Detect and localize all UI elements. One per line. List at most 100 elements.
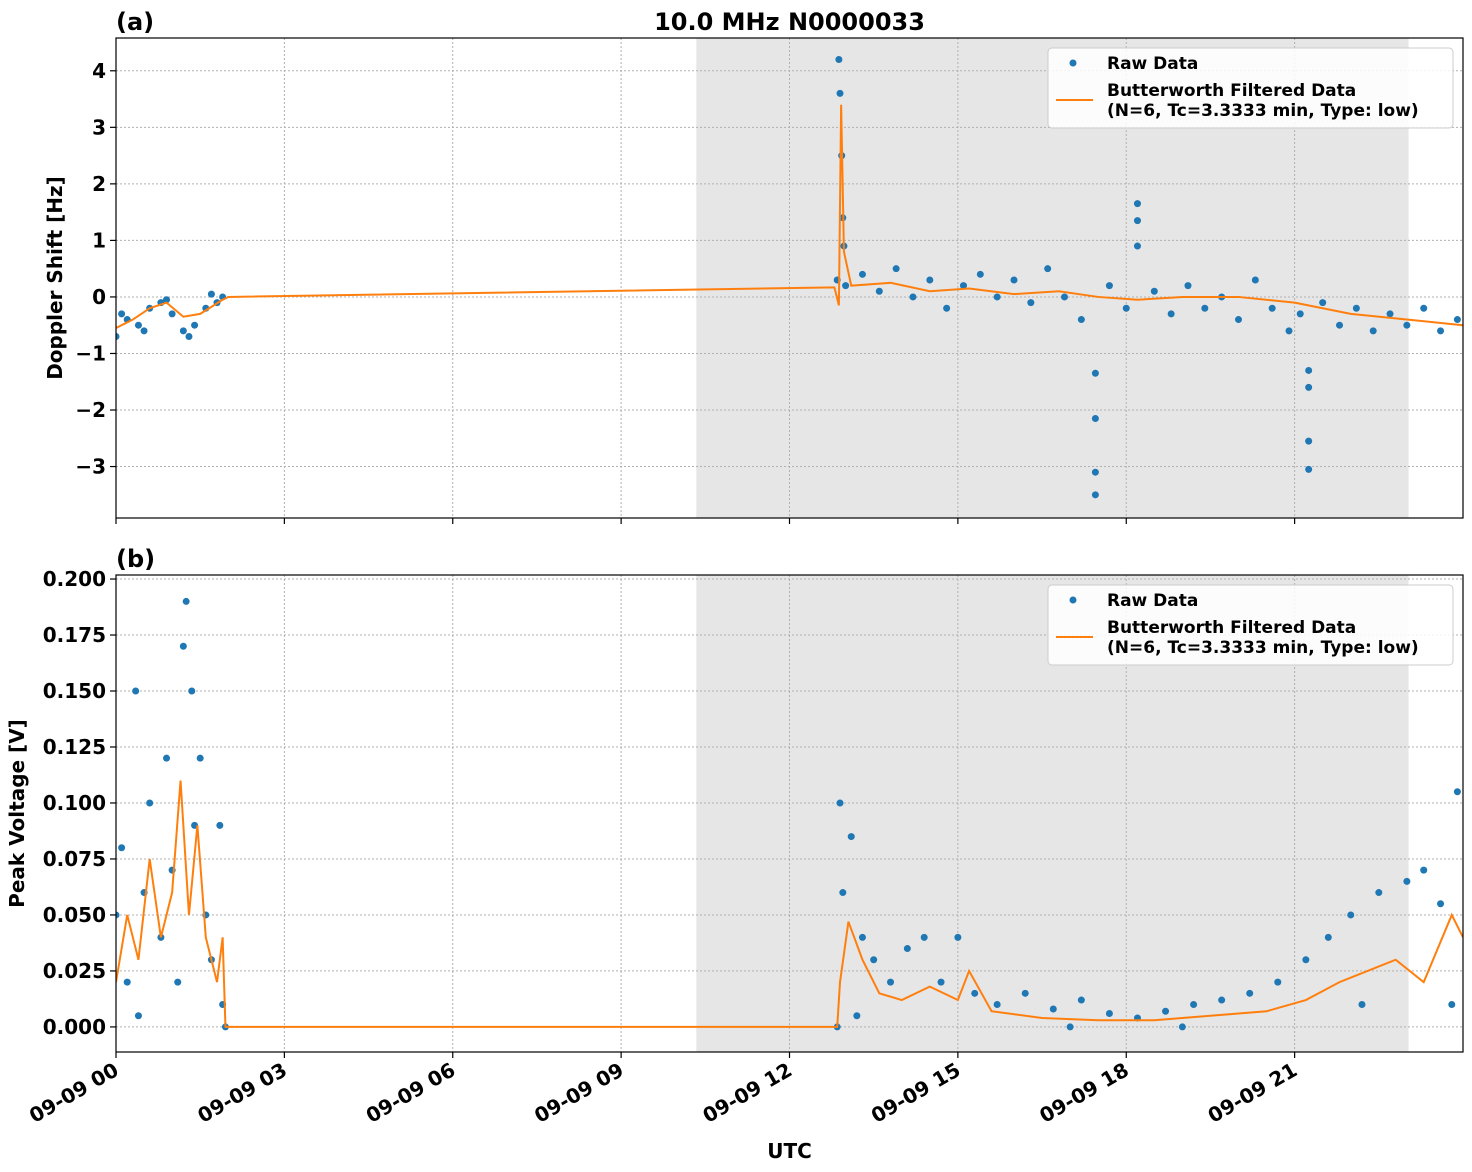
raw-point: [836, 89, 844, 97]
y-axis-label: Peak Voltage [V]: [5, 719, 29, 908]
x-tick-label: 09-09 06: [362, 1058, 460, 1128]
y-tick-label: 3: [92, 115, 106, 139]
x-axis-label: UTC: [767, 1139, 812, 1163]
raw-point: [1184, 282, 1192, 290]
raw-point: [123, 978, 131, 986]
raw-point: [118, 310, 126, 318]
raw-point: [920, 933, 928, 941]
y-tick-label: 0.175: [43, 623, 106, 647]
raw-point: [1285, 327, 1293, 335]
y-axis-label: Doppler Shift [Hz]: [43, 176, 67, 380]
raw-point: [179, 327, 187, 335]
raw-point: [954, 933, 962, 941]
panel-label: (b): [116, 545, 155, 573]
raw-point: [1077, 316, 1085, 324]
axes-frame: [115, 37, 1464, 519]
legend-box: [1047, 584, 1454, 666]
raw-point: [943, 304, 951, 312]
filtered-line: [116, 780, 1463, 1028]
raw-point: [163, 754, 171, 762]
raw-point: [182, 597, 190, 605]
raw-point: [174, 978, 182, 986]
y-tick-label: 0.100: [43, 791, 106, 815]
raw-point: [1133, 217, 1141, 225]
axes-frame: [115, 574, 1464, 1053]
raw-point: [1420, 866, 1428, 874]
raw-point: [1190, 1001, 1198, 1009]
raw-point: [847, 833, 855, 841]
raw-point: [1437, 327, 1445, 335]
raw-point: [1302, 956, 1310, 964]
raw-point: [1336, 321, 1344, 329]
y-tick-label: −2: [75, 398, 106, 422]
y-tick-label: −1: [75, 341, 106, 365]
x-tick-label: 09-09 12: [698, 1058, 796, 1128]
x-tick-label: 09-09 15: [867, 1058, 965, 1128]
raw-point: [1420, 304, 1428, 312]
x-tick-label: 09-09 03: [193, 1058, 291, 1128]
raw-point: [1066, 1023, 1074, 1031]
raw-point: [1403, 321, 1411, 329]
raw-point: [1369, 327, 1377, 335]
raw-point: [976, 270, 984, 278]
y-tick-label: 0: [92, 285, 106, 309]
raw-point: [1352, 304, 1360, 312]
raw-point: [1251, 276, 1259, 284]
raw-point: [993, 293, 1001, 301]
raw-point: [116, 333, 120, 341]
y-tick-label: 0.050: [43, 903, 106, 927]
raw-point: [971, 989, 979, 997]
raw-point: [146, 799, 154, 807]
x-tick-label: 09-09 00: [25, 1058, 123, 1128]
raw-point: [1167, 310, 1175, 318]
raw-point: [1150, 287, 1158, 295]
raw-point: [993, 1001, 1001, 1009]
x-tick-label: 09-09 09: [530, 1058, 628, 1128]
raw-point: [1305, 437, 1313, 445]
y-tick-label: −3: [75, 455, 106, 479]
raw-point: [1324, 933, 1332, 941]
raw-point: [1305, 383, 1313, 391]
raw-point: [1305, 465, 1313, 473]
y-tick-label: 0.150: [43, 679, 106, 703]
raw-point: [1246, 989, 1254, 997]
raw-point: [1235, 316, 1242, 324]
raw-point: [835, 55, 843, 63]
raw-point: [179, 642, 187, 650]
raw-point: [1010, 276, 1018, 284]
raw-point: [1386, 310, 1394, 318]
raw-point: [216, 821, 224, 829]
raw-point: [185, 333, 193, 341]
raw-point: [1162, 1007, 1170, 1015]
raw-point: [870, 956, 878, 964]
raw-point: [1178, 1023, 1186, 1031]
raw-point: [937, 978, 945, 986]
raw-point: [1091, 369, 1099, 377]
raw-point: [1347, 911, 1355, 919]
legend-label: Butterworth Filtered Data (N=6, Tc=3.3333…: [1107, 81, 1419, 121]
raw-point: [875, 287, 883, 295]
raw-point: [1319, 299, 1327, 307]
raw-point: [858, 270, 866, 278]
raw-point: [959, 282, 967, 290]
raw-point: [1268, 304, 1276, 312]
raw-point: [1133, 242, 1141, 250]
raw-point: [1403, 877, 1411, 885]
raw-point: [188, 687, 196, 695]
raw-point: [207, 290, 215, 298]
y-tick-label: 1: [92, 228, 106, 252]
raw-point: [132, 687, 140, 695]
raw-point: [1453, 788, 1461, 796]
raw-point: [836, 799, 844, 807]
legend-label: Raw Data: [1107, 54, 1198, 74]
raw-point: [892, 265, 900, 273]
raw-point: [1448, 1001, 1456, 1009]
raw-point: [1375, 889, 1383, 897]
legend-marker: [1069, 59, 1077, 67]
y-tick-label: 0.125: [43, 735, 106, 759]
raw-point: [1105, 282, 1113, 290]
raw-point: [853, 1012, 861, 1020]
chart-title: 10.0 MHz N0000033: [654, 8, 925, 36]
raw-point: [116, 911, 120, 919]
